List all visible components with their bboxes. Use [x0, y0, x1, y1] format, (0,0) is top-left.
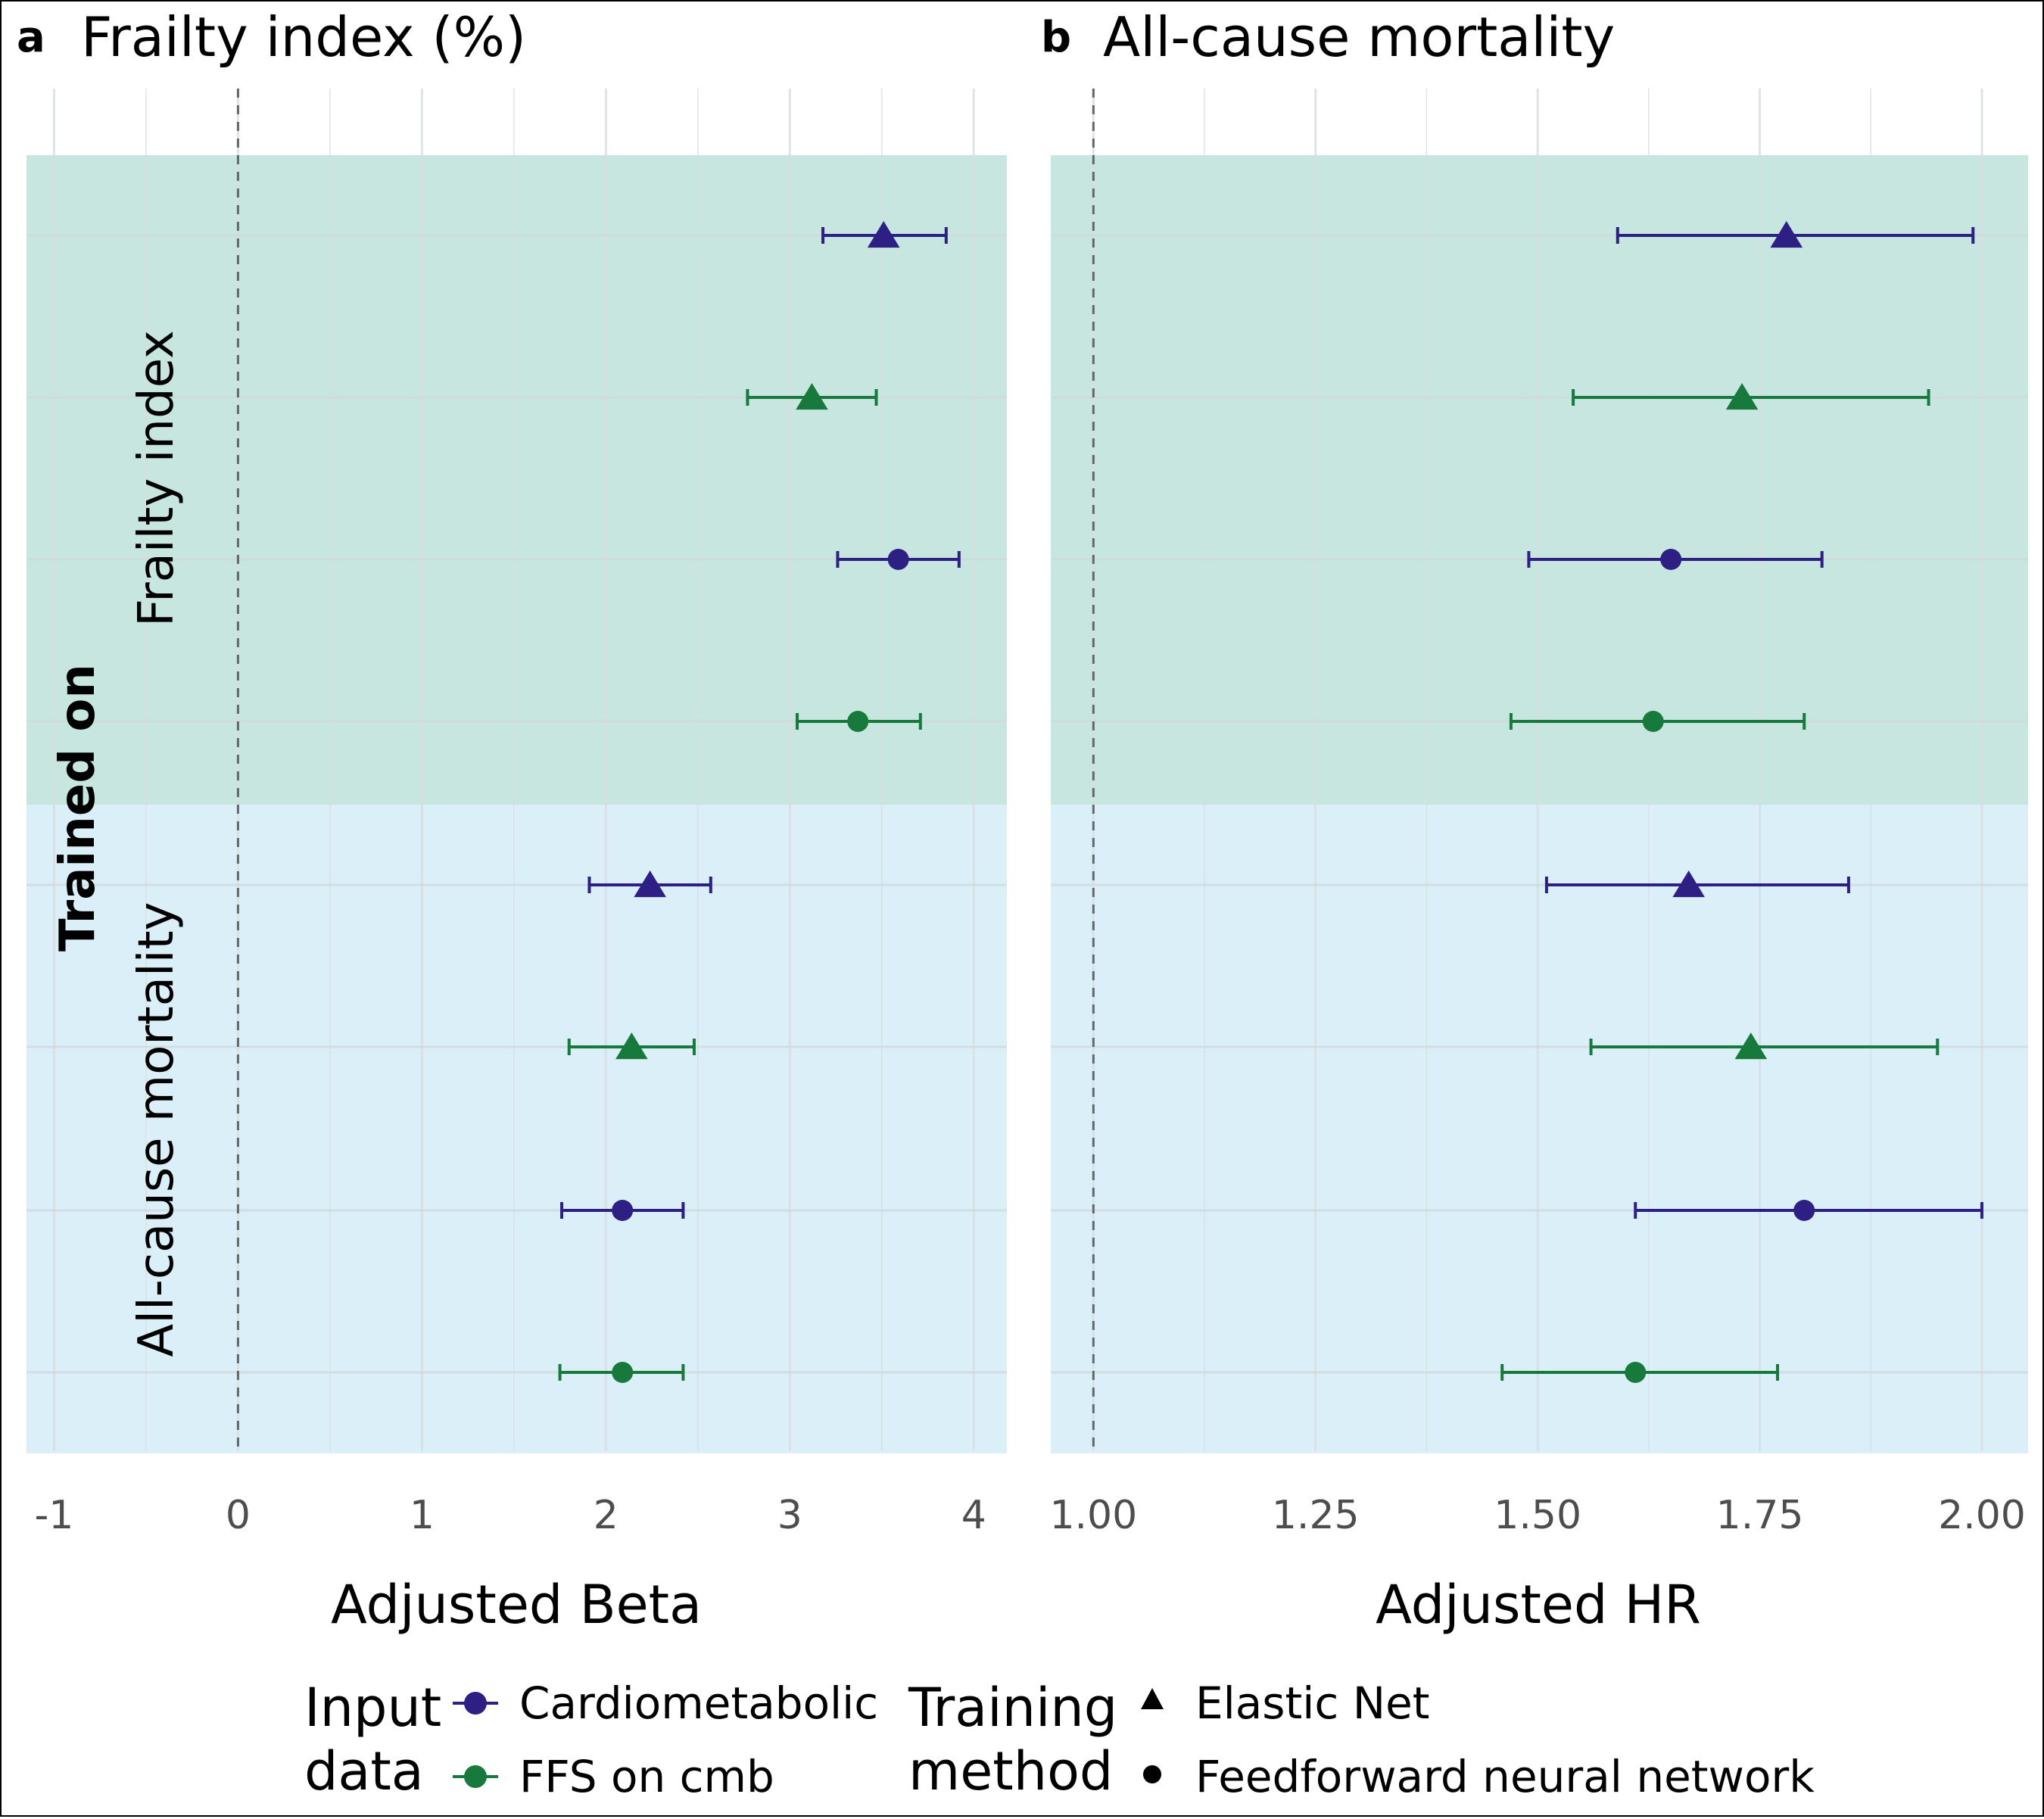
- panel-a-xtick-label: 4: [961, 1493, 986, 1538]
- panel-b-xtick-label: 2.00: [1938, 1493, 2026, 1538]
- legend-cardiometabolic-label: Cardiometabolic: [519, 1677, 878, 1729]
- panel-b-point-triangle: [1770, 221, 1803, 248]
- panel-a-xlabel: Adjusted Beta: [331, 1574, 702, 1636]
- legend-ffs-label: FFS on cmb: [519, 1751, 774, 1802]
- panel-b-band-mortality: [1051, 805, 2028, 1453]
- panel-b-band-frailty: [1051, 155, 2028, 805]
- panel-a-point-triangle: [796, 383, 828, 410]
- legend-cardiometabolic-icon: [464, 1692, 487, 1715]
- row-group-label-mortality: All-cause mortality: [129, 902, 185, 1356]
- trained-on-label: Trained on: [50, 664, 106, 952]
- panel-b-point-circle: [1793, 1200, 1815, 1221]
- panel-b-xtick-label: 1.00: [1049, 1493, 1137, 1538]
- panel-b-xtick-label: 1.75: [1716, 1493, 1804, 1538]
- panel-a-xtick-label: 2: [594, 1493, 618, 1538]
- panel-a-band-frailty: [26, 155, 1007, 805]
- legend-input-data: Input data Cardiometabolic FFS on cmb: [304, 1677, 878, 1802]
- panel-b-point-triangle: [1734, 1033, 1768, 1060]
- panel-b-point-triangle: [1725, 383, 1759, 410]
- panel-a-point-circle: [612, 1362, 634, 1383]
- panel-b-point-circle: [1625, 1362, 1647, 1383]
- panel-b-plot: 1.00 1.25 1.50 1.75 2.00: [1049, 89, 2028, 1538]
- panel-b-point-circle: [1660, 549, 1682, 570]
- panel-a-letter: a: [17, 13, 45, 62]
- panel-b-xtick-label: 1.25: [1272, 1493, 1360, 1538]
- panel-a-point-circle: [887, 549, 909, 570]
- panel-a-point-triangle: [615, 1033, 648, 1060]
- panel-a-point-circle: [612, 1200, 634, 1221]
- panel-b-xtick-label: 1.50: [1494, 1493, 1581, 1538]
- row-group-label-frailty: Frailty index: [129, 330, 185, 627]
- panel-a-title: Frailty index (%): [81, 5, 526, 69]
- panel-a-xtick-label: 0: [226, 1493, 251, 1538]
- panel-a-xtick-label: 3: [777, 1493, 802, 1538]
- legend-method-title: Training method: [908, 1677, 1134, 1802]
- panel-a-plot: -1 0 1 2 3 4: [26, 89, 1007, 1538]
- panel-b-title: All-cause mortality: [1103, 5, 1615, 69]
- panel-b-xlabel: Adjusted HR: [1376, 1574, 1701, 1636]
- legend-input-title: Input data: [304, 1677, 459, 1802]
- legend-ffnn-label: Feedforward neural network: [1195, 1751, 1815, 1802]
- panel-a-xtick-label: -1: [35, 1493, 74, 1538]
- legend-triangle-icon: [1141, 1688, 1164, 1709]
- legend-elastic-net-label: Elastic Net: [1195, 1677, 1430, 1729]
- legend-training-method: Training method Elastic Net Feedforward …: [908, 1677, 1815, 1802]
- panel-b-point-circle: [1642, 711, 1664, 732]
- panel-a-point-triangle: [867, 221, 900, 248]
- panel-a-point-circle: [847, 711, 869, 732]
- panel-a-xtick-label: 1: [410, 1493, 435, 1538]
- panel-b-point-triangle: [1672, 871, 1705, 898]
- panel-a-band-mortality: [26, 805, 1007, 1453]
- panel-a-point-triangle: [634, 871, 666, 898]
- panel-b-letter: b: [1041, 13, 1071, 62]
- legend-circle-icon: [1143, 1765, 1161, 1783]
- legend-ffs-icon: [464, 1765, 487, 1788]
